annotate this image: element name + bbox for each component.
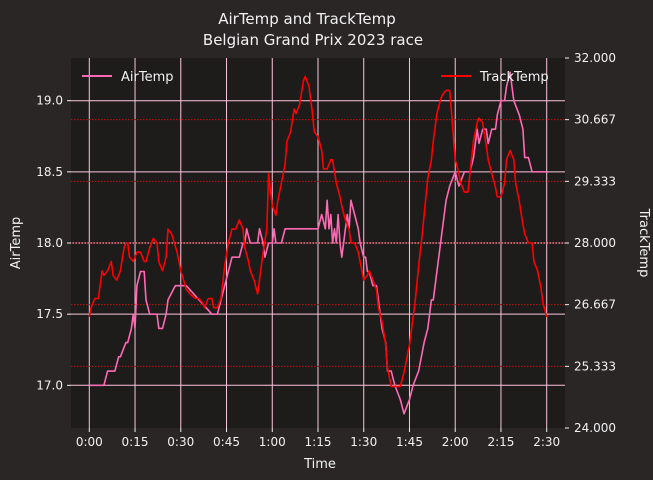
y-right-tick-label-3: 28.000 — [574, 236, 616, 250]
y-left-tick-label-3: 18.5 — [36, 165, 63, 179]
chart-title: AirTemp and TrackTemp — [218, 10, 396, 28]
legend-left-label: AirTemp — [121, 70, 174, 85]
series-line-tracktemp — [88, 75, 548, 388]
y-right-tick-label-4: 29.333 — [574, 174, 616, 188]
y-right-tick-label-0: 24.000 — [574, 421, 616, 435]
x-tick-label-7: 1:45 — [396, 435, 423, 449]
y-left-tick-label-4: 19.0 — [36, 94, 63, 108]
grid — [71, 58, 565, 428]
y-axis-right: 24.000 25.333 26.667 28.000 29.333 30.667 32.0… — [565, 51, 616, 435]
y-left-tick-label-2: 18.0 — [36, 236, 63, 250]
y-right-tick-label-2: 26.667 — [574, 298, 616, 312]
y-axis-right-label: TrackTemp — [636, 208, 651, 278]
legend-left[interactable]: AirTemp — [82, 70, 174, 85]
x-tick-label-6: 1:30 — [350, 435, 377, 449]
x-tick-label-1: 0:15 — [122, 435, 149, 449]
x-axis: 0:00 0:15 0:30 0:45 1:00 1:15 1:30 1:45 2:00 2:15… — [76, 428, 560, 449]
x-tick-label-2: 0:30 — [167, 435, 194, 449]
y-axis-left: 17.0 17.5 18.0 18.5 19.0 — [36, 94, 71, 392]
legend-right-label: TrackTemp — [479, 70, 549, 85]
x-axis-label: Time — [303, 457, 336, 472]
x-tick-label-4: 1:00 — [259, 435, 286, 449]
y-right-tick-label-1: 25.333 — [574, 359, 616, 373]
y-right-tick-label-6: 32.000 — [574, 51, 616, 65]
series-layer — [88, 71, 548, 415]
chart-subtitle: Belgian Grand Prix 2023 race — [203, 31, 423, 49]
y-left-tick-label-0: 17.0 — [36, 378, 63, 392]
legend-right[interactable]: TrackTemp — [441, 70, 549, 85]
series-line-airtemp — [89, 71, 547, 415]
x-tick-label-9: 2:15 — [487, 435, 514, 449]
x-tick-label-10: 2:30 — [533, 435, 560, 449]
x-tick-label-3: 0:45 — [213, 435, 240, 449]
y-left-tick-label-1: 17.5 — [36, 307, 63, 321]
y-axis-left-label: AirTemp — [9, 217, 24, 270]
x-tick-label-8: 2:00 — [442, 435, 469, 449]
x-tick-label-5: 1:15 — [305, 435, 332, 449]
y-right-tick-label-5: 30.667 — [574, 113, 616, 127]
x-tick-label-0: 0:00 — [76, 435, 103, 449]
